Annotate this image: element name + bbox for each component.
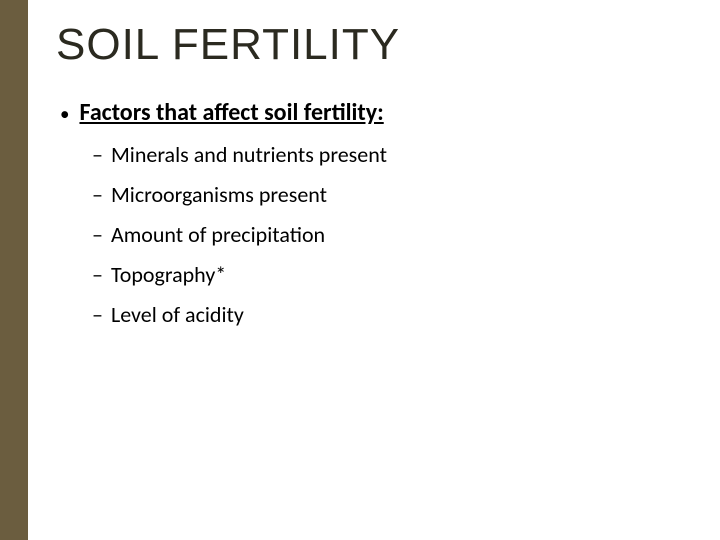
dash-marker: – (92, 221, 103, 248)
sub-item-text: Level of acidity (111, 301, 244, 328)
list-item: – Level of acidity (56, 301, 690, 328)
sub-item-text: Amount of precipitation (111, 221, 325, 248)
sub-item-text: Topography* (111, 261, 226, 288)
slide: SOIL FERTILITY • Factors that affect soi… (0, 0, 720, 540)
sub-list: – Minerals and nutrients present – Micro… (56, 141, 690, 328)
content-area: SOIL FERTILITY • Factors that affect soi… (28, 0, 720, 540)
bullet-marker: • (60, 103, 69, 126)
sub-item-text: Minerals and nutrients present (111, 141, 387, 168)
main-bullet: • Factors that affect soil fertility: (56, 98, 690, 127)
dash-marker: – (92, 181, 103, 208)
accent-bar (0, 0, 28, 540)
list-item: – Topography* (56, 261, 690, 288)
dash-marker: – (92, 261, 103, 288)
main-bullet-text: Factors that affect soil fertility: (79, 98, 383, 127)
list-item: – Amount of precipitation (56, 221, 690, 248)
dash-marker: – (92, 301, 103, 328)
dash-marker: – (92, 141, 103, 168)
list-item: – Microorganisms present (56, 181, 690, 208)
slide-title: SOIL FERTILITY (56, 20, 690, 70)
sub-item-text: Microorganisms present (111, 181, 327, 208)
list-item: – Minerals and nutrients present (56, 141, 690, 168)
